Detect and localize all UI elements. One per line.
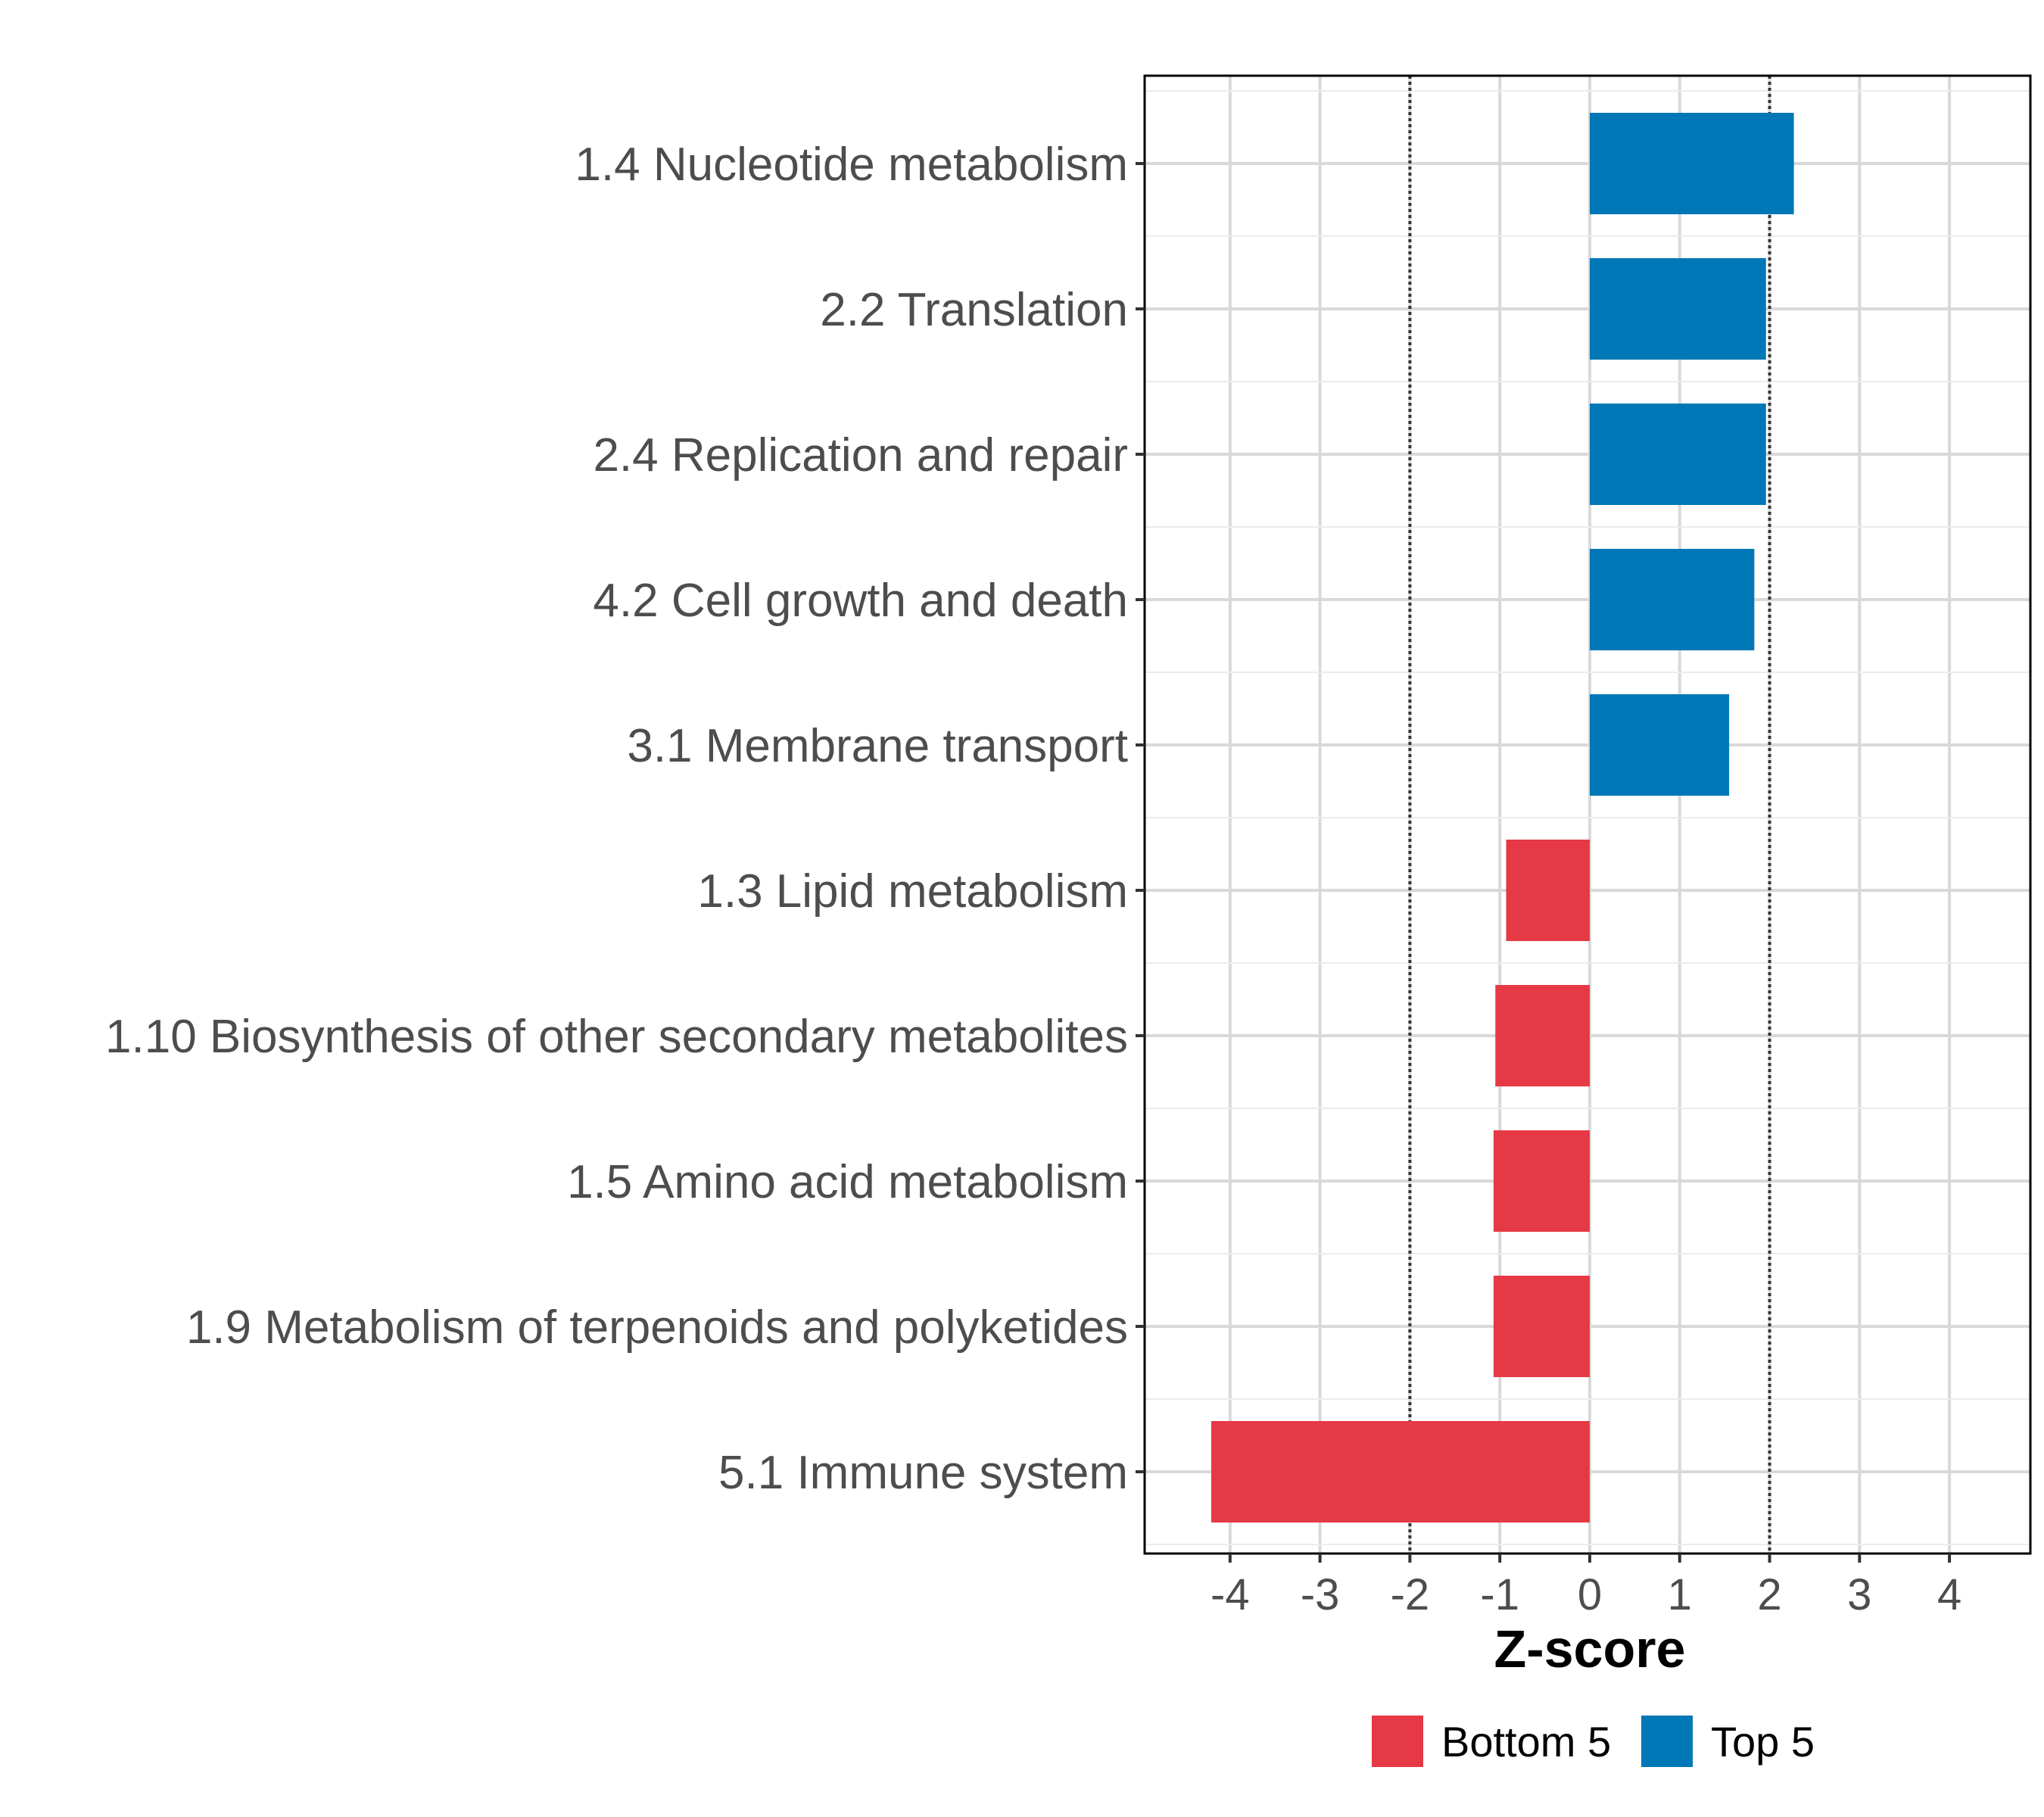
bar (1493, 1276, 1590, 1377)
panel-border (1143, 74, 2032, 1555)
y-tick-label: 1.9 Metabolism of terpenoids and polyket… (186, 1301, 1128, 1354)
y-tick-label: 1.10 Biosynthesis of other secondary met… (105, 1011, 1128, 1063)
x-tick-label: -1 (1480, 1570, 1519, 1619)
y-tick-label: 3.1 Membrane transport (627, 720, 1128, 772)
y-tick-label: 5.1 Immune system (718, 1447, 1128, 1499)
reference-lines (1408, 76, 1771, 1554)
legend: Bottom 5 Top 5 (1372, 1716, 1815, 1767)
legend-swatch (1372, 1716, 1423, 1767)
x-tick-label: 2 (1757, 1570, 1781, 1619)
x-tick-label: -2 (1391, 1570, 1430, 1619)
x-tick-label: 0 (1578, 1570, 1602, 1619)
x-tick-label: -4 (1211, 1570, 1250, 1619)
bar (1495, 985, 1590, 1086)
bar (1589, 549, 1755, 650)
legend-label: Top 5 (1711, 1718, 1815, 1766)
legend-swatch (1641, 1716, 1693, 1767)
y-tick-label: 1.5 Amino acid metabolism (567, 1156, 1128, 1208)
x-tick-label: 3 (1847, 1570, 1871, 1619)
y-axis-labels: 1.4 Nucleotide metabolism 2.2 Translation… (105, 139, 1128, 1499)
x-axis-title: Z-score (1494, 1619, 1686, 1678)
legend-label: Bottom 5 (1441, 1718, 1611, 1766)
bar (1589, 404, 1766, 505)
y-tick-label: 1.4 Nucleotide metabolism (575, 139, 1128, 191)
x-axis-labels: -4 -3 -2 -1 0 1 2 3 4 (1211, 1570, 1961, 1619)
x-tick-label: -3 (1301, 1570, 1340, 1619)
bar (1589, 694, 1730, 796)
y-tick-label: 4.2 Cell growth and death (593, 575, 1128, 627)
bar (1493, 1130, 1590, 1232)
bar (1211, 1421, 1590, 1522)
y-tick-label: 2.2 Translation (820, 284, 1128, 336)
bar (1506, 840, 1590, 941)
bars (1211, 113, 1794, 1522)
bar (1589, 113, 1794, 214)
y-tick-label: 2.4 Replication and repair (593, 429, 1128, 482)
x-tick-label: 1 (1668, 1570, 1692, 1619)
bar (1589, 258, 1766, 360)
y-axis-ticks (1136, 162, 1145, 1473)
x-tick-label: 4 (1937, 1570, 1961, 1619)
x-axis-ticks (1228, 1554, 1952, 1563)
y-tick-label: 1.3 Lipid metabolism (697, 865, 1128, 918)
